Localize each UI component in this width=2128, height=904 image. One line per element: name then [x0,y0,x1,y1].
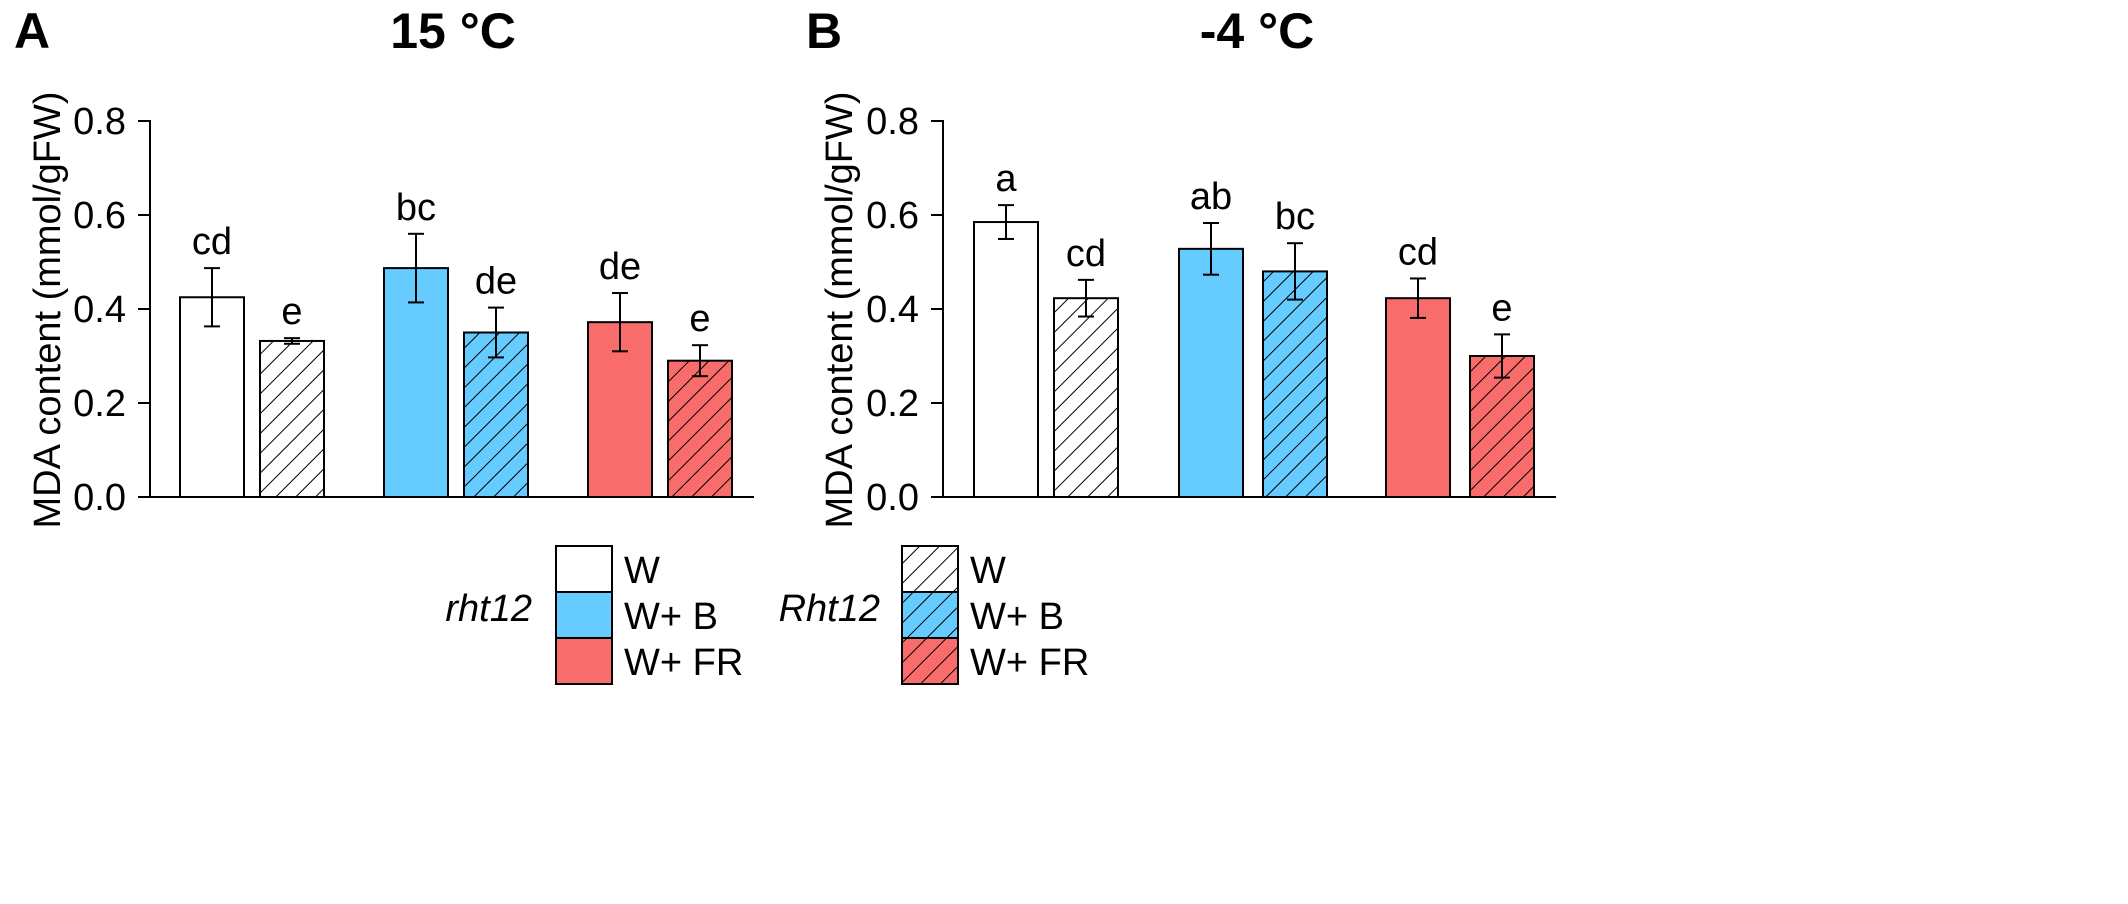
panel-a-bar-Rht12-wfr-significance-label: e [689,298,710,340]
panel-a-y-tick-label: 0.6 [73,195,126,237]
panel-b-bar-rht12-wb [1178,247,1244,498]
panel-a-bar-rht12-wfr-significance-label: de [599,246,641,288]
panel-a-y-tick-label: 0.2 [73,383,126,425]
panel-a-y-tick-label: 0.4 [73,289,126,331]
panel-b-y-tick-label: 0.4 [866,289,919,331]
panel-b-bar-Rht12-wb [1262,270,1328,498]
legend-label-Rht12-w: W [970,550,1006,592]
panel-a-bar-rht12-wb-significance-label: bc [396,187,436,229]
panel-a-y-axis-label: MDA content (mmol/gFW) [27,91,69,528]
panel-b-letter: B [806,3,842,59]
panel-a-letter: A [14,3,50,59]
panel-b-bar-rht12-w [973,221,1039,499]
panel-b-bar-rht12-w-significance-label: a [995,158,1017,200]
legend-label-Rht12-wb: W+ B [970,596,1064,638]
panel-a-y-tick-label: 0.8 [73,101,126,143]
panel-b-bar-Rht12-wb-significance-label: bc [1275,196,1315,238]
legend-genotype-rht12: rht12 [445,588,532,630]
panel-a-bar-Rht12-w-significance-label: e [281,291,302,333]
legend-genotype-Rht12: Rht12 [779,588,880,630]
panel-b-y-tick-label: 0.2 [866,383,919,425]
panel-b-y-axis-label: MDA content (mmol/gFW) [819,91,861,528]
panel-a-bar-rht12-wb [383,267,449,498]
panel-b-bar-rht12-wb-significance-label: ab [1190,176,1232,218]
panel-a-title: 15 °C [390,3,516,59]
legend-label-rht12-wb: W+ B [624,596,718,638]
panel-b-bar-Rht12-w [1053,297,1119,498]
panel-b-bar-rht12-wfr-significance-label: cd [1398,231,1438,273]
panel-b-bar-rht12-wfr [1385,297,1451,498]
legend: rht12 W W+ B W+ FR Rht12 W W+ B W+ FR [445,545,1089,685]
legend-swatch-rht12-wb [555,591,613,639]
legend-swatch-rht12-w [555,545,613,593]
legend-label-Rht12-wfr: W+ FR [970,642,1089,684]
panel-b-y-tick-label: 0.6 [866,195,919,237]
legend-swatch-Rht12-wfr [901,637,959,685]
panel-a-bar-Rht12-wfr [667,359,733,499]
panel-b-bars: a cd ab bc cd e [943,158,1556,499]
panel-a-y-ticks: 0.0 0.2 0.4 0.6 0.8 [73,101,150,519]
legend-swatch-rht12-wfr [555,637,613,685]
panel-b: B -4 °C MDA content (mmol/gFW) 0.0 0.2 0… [806,3,1556,529]
panel-a-bar-Rht12-w [259,339,325,498]
panel-b-y-ticks: 0.0 0.2 0.4 0.6 0.8 [866,101,943,519]
panel-a-y-tick-label: 0.0 [73,477,126,519]
panel-b-y-tick-label: 0.0 [866,477,919,519]
panel-a: A 15 °C MDA content (mmol/gFW) 0.0 0.2 0… [14,3,754,529]
panel-b-title: -4 °C [1200,3,1314,59]
panel-a-bar-Rht12-wb-significance-label: de [475,261,517,303]
legend-swatch-Rht12-wb [901,591,959,639]
panel-a-bar-Rht12-wb [463,331,529,498]
panel-a-bar-rht12-w-significance-label: cd [192,221,232,263]
panel-b-bar-Rht12-w-significance-label: cd [1066,233,1106,275]
panel-a-bar-rht12-w [179,296,245,498]
legend-label-rht12-w: W [624,550,660,592]
panel-b-bar-Rht12-wfr-significance-label: e [1491,287,1512,329]
panel-b-y-tick-label: 0.8 [866,101,919,143]
legend-swatch-Rht12-w [901,545,959,593]
legend-label-rht12-wfr: W+ FR [624,642,743,684]
